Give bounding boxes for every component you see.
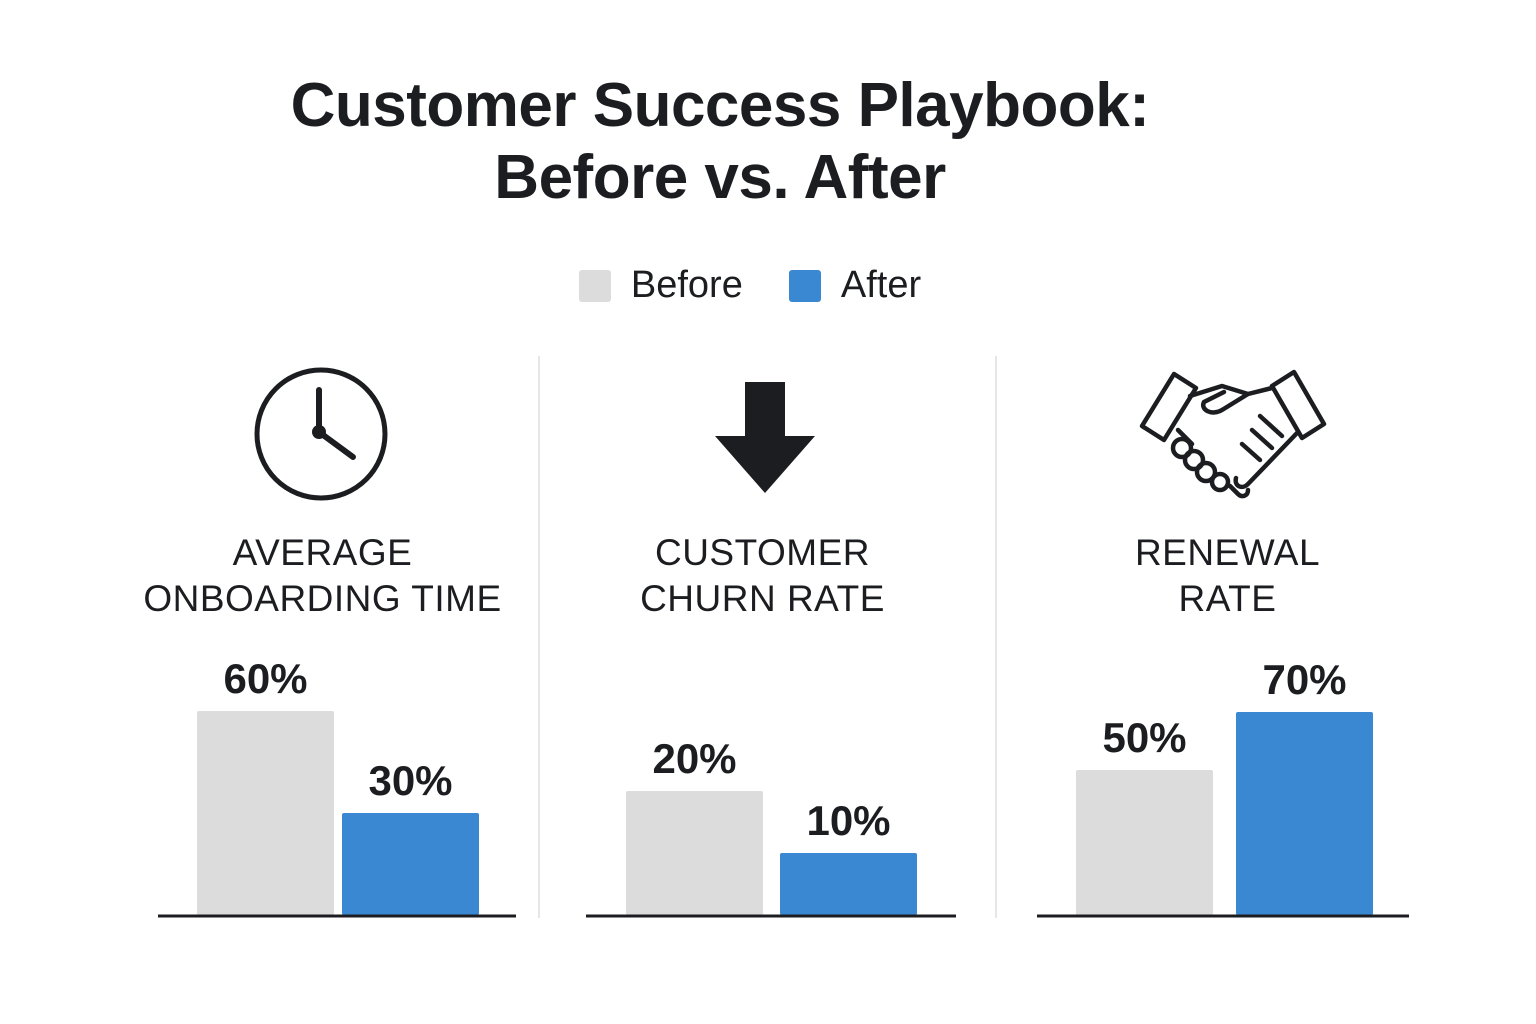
title-line-1: Customer Success Playbook: [290, 71, 1150, 140]
metric-label-line-2: ONBOARDING TIME [143, 578, 502, 619]
panel-divider-1 [538, 356, 540, 918]
chart-title: Customer Success Playbook: Before vs. Af… [0, 70, 1440, 214]
metric-label-renewal: RENEWAL RATE [1025, 530, 1430, 622]
legend-swatch-after [788, 269, 821, 302]
metric-label-line-1: RENEWAL [1134, 532, 1321, 573]
arrow-down-icon [715, 382, 815, 493]
bar-after-2 [780, 853, 917, 915]
data-label-after-2: 10% [806, 797, 890, 844]
data-label-before-3: 50% [1102, 714, 1186, 761]
legend-swatch-before [578, 269, 611, 302]
bar-before-2 [626, 791, 763, 915]
data-label-before-2: 20% [652, 735, 736, 782]
metric-label-line-2: CHURN RATE [640, 578, 885, 619]
metric-label-line-1: AVERAGE [232, 532, 413, 573]
data-label-after-3: 70% [1262, 656, 1346, 703]
metric-label-line-2: RATE [1178, 578, 1277, 619]
bar-before-3 [1076, 770, 1213, 915]
data-label-after-1: 30% [368, 757, 452, 804]
bar-before-1 [197, 711, 334, 915]
legend-item-before: Before [578, 264, 743, 307]
metric-label-onboarding: AVERAGE ONBOARDING TIME [120, 530, 525, 622]
metric-label-churn: CUSTOMER CHURN RATE [560, 530, 965, 622]
data-label-before-1: 60% [223, 655, 307, 702]
bar-after-3 [1236, 712, 1373, 915]
legend-label-before: Before [630, 264, 743, 306]
legend-label-after: After [840, 264, 922, 306]
panel-divider-2 [995, 356, 997, 918]
legend-item-after: After [788, 264, 922, 307]
legend: Before After [0, 264, 1500, 307]
clock-icon [254, 367, 388, 501]
metric-label-line-1: CUSTOMER [654, 532, 871, 573]
title-line-2: Before vs. After [494, 143, 946, 212]
bar-after-1 [342, 813, 479, 915]
handshake-icon [1139, 369, 1327, 499]
